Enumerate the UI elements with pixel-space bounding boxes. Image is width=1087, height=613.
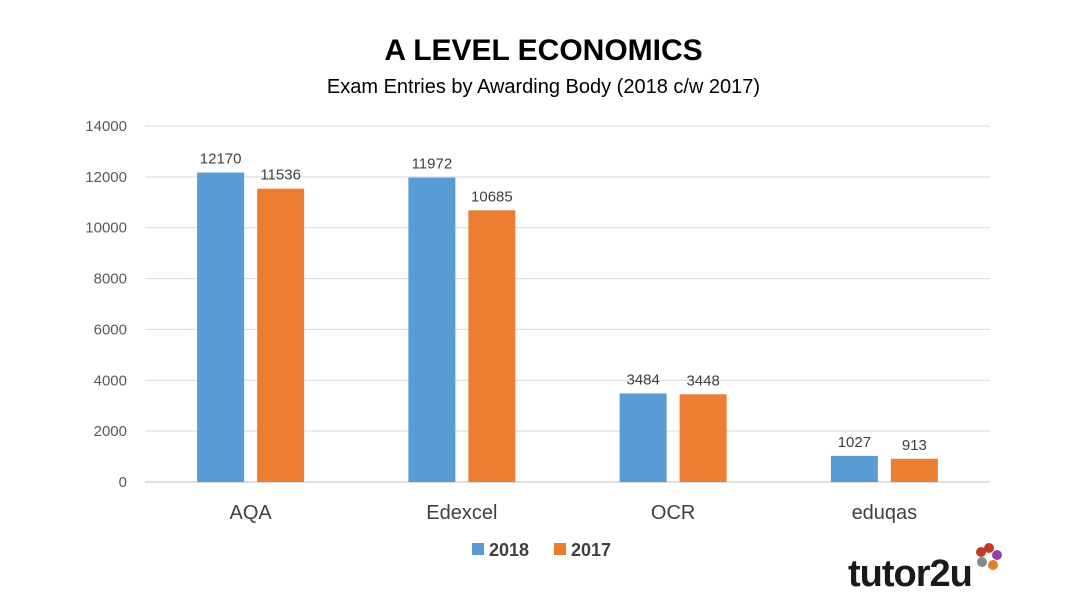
y-axis-ticks: 0 2000 4000 6000 8000 10000 12000 14000 bbox=[85, 118, 127, 491]
flower-icon bbox=[976, 543, 1002, 570]
category-label: OCR bbox=[651, 502, 695, 524]
data-label: 3448 bbox=[686, 372, 719, 389]
x-axis-categories: AQA Edexcel OCR eduqas bbox=[230, 502, 918, 524]
bar-2017-eduqas bbox=[890, 458, 938, 482]
y-tick-label: 14000 bbox=[85, 118, 127, 135]
bar-2017-OCR bbox=[679, 394, 727, 482]
data-label: 3484 bbox=[626, 371, 659, 388]
data-label: 12170 bbox=[200, 151, 242, 168]
bar-2018-eduqas bbox=[830, 455, 878, 482]
data-label: 10685 bbox=[471, 188, 513, 205]
y-tick-label: 6000 bbox=[94, 321, 127, 338]
data-labels: 12170 11536 11972 10685 3484 3448 1027 913 bbox=[200, 151, 927, 454]
legend-swatch-2018 bbox=[472, 543, 484, 555]
category-label: eduqas bbox=[852, 502, 918, 524]
bar-2017-AQA bbox=[257, 188, 305, 482]
y-tick-label: 2000 bbox=[94, 423, 127, 440]
legend-label: 2017 bbox=[571, 540, 611, 560]
bar-2018-Edexcel bbox=[408, 177, 456, 482]
bar-2017-Edexcel bbox=[468, 210, 516, 482]
bars bbox=[197, 172, 938, 482]
bar-2018-AQA bbox=[197, 172, 245, 482]
chart-title: A LEVEL ECONOMICS bbox=[384, 34, 703, 67]
data-label: 913 bbox=[902, 437, 927, 454]
y-tick-label: 12000 bbox=[85, 169, 127, 186]
y-tick-label: 4000 bbox=[94, 372, 127, 389]
data-label: 1027 bbox=[838, 434, 871, 451]
legend-swatch-2017 bbox=[554, 543, 566, 555]
tutor2u-logo: tutor2u bbox=[848, 553, 973, 595]
category-label: Edexcel bbox=[426, 502, 497, 524]
bar-2018-OCR bbox=[619, 393, 667, 482]
legend-label: 2018 bbox=[489, 540, 529, 560]
data-label: 11972 bbox=[412, 156, 453, 173]
data-label: 11536 bbox=[260, 167, 301, 184]
legend: 2018 2017 bbox=[472, 540, 611, 560]
category-label: AQA bbox=[230, 502, 273, 524]
y-tick-label: 0 bbox=[119, 474, 127, 491]
y-tick-label: 8000 bbox=[94, 271, 127, 288]
chart-subtitle: Exam Entries by Awarding Body (2018 c/w … bbox=[326, 76, 761, 98]
y-tick-label: 10000 bbox=[85, 220, 127, 237]
